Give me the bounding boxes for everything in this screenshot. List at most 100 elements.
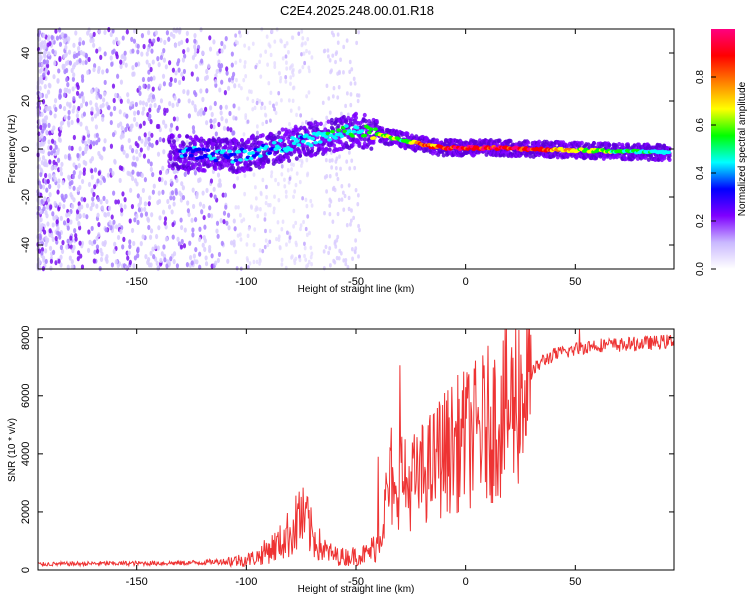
x-tick-label: 50 bbox=[569, 576, 581, 588]
noise-point bbox=[161, 165, 165, 171]
noise-point bbox=[120, 146, 124, 152]
noise-point bbox=[109, 55, 113, 61]
noise-point bbox=[201, 96, 205, 103]
noise-point bbox=[49, 265, 53, 271]
ridge-point bbox=[233, 158, 239, 163]
noise-point bbox=[188, 240, 192, 246]
noise-point bbox=[51, 211, 55, 217]
noise-point bbox=[114, 199, 118, 205]
noise-point bbox=[259, 258, 262, 264]
noise-point bbox=[219, 63, 224, 69]
noise-point bbox=[52, 159, 56, 165]
noise-point bbox=[145, 59, 149, 65]
noise-point bbox=[232, 218, 236, 224]
noise-point bbox=[208, 205, 212, 211]
noise-point bbox=[105, 101, 109, 107]
noise-point bbox=[147, 131, 152, 137]
noise-point bbox=[163, 220, 167, 226]
noise-point bbox=[338, 154, 341, 159]
noise-point bbox=[336, 176, 340, 182]
noise-point bbox=[154, 233, 159, 240]
noise-point bbox=[332, 85, 336, 91]
noise-point bbox=[61, 179, 65, 186]
ridge-point bbox=[276, 146, 282, 150]
ridge-halo-point bbox=[223, 144, 228, 149]
noise-point bbox=[151, 59, 155, 65]
noise-point bbox=[294, 256, 298, 261]
noise-point bbox=[81, 95, 85, 101]
noise-point bbox=[162, 149, 166, 155]
noise-point bbox=[119, 203, 123, 209]
noise-point bbox=[112, 105, 117, 112]
noise-point bbox=[55, 35, 60, 41]
noise-point bbox=[183, 227, 187, 233]
noise-point bbox=[217, 251, 222, 258]
ridge-halo-point bbox=[298, 153, 303, 158]
ridge-halo-point bbox=[198, 164, 203, 170]
noise-point bbox=[149, 166, 153, 173]
noise-point bbox=[103, 51, 107, 57]
noise-point bbox=[309, 255, 313, 260]
noise-point bbox=[40, 79, 44, 85]
noise-point bbox=[225, 66, 229, 72]
noise-point bbox=[346, 112, 350, 117]
noise-point bbox=[59, 262, 63, 268]
noise-point bbox=[38, 42, 42, 48]
noise-point bbox=[52, 74, 56, 80]
noise-point bbox=[67, 155, 71, 161]
ridge-point bbox=[181, 149, 187, 154]
noise-point bbox=[139, 241, 143, 247]
noise-point bbox=[70, 145, 74, 151]
noise-point bbox=[191, 125, 196, 131]
noise-point bbox=[61, 64, 65, 71]
noise-point bbox=[275, 236, 278, 242]
noise-point bbox=[87, 229, 91, 235]
noise-point bbox=[95, 244, 100, 250]
noise-point bbox=[310, 117, 314, 122]
noise-point bbox=[322, 266, 326, 271]
noise-point bbox=[130, 36, 134, 42]
noise-point bbox=[288, 239, 291, 244]
noise-point bbox=[234, 205, 238, 210]
noise-point bbox=[229, 127, 233, 133]
noise-point bbox=[185, 38, 189, 44]
noise-point bbox=[245, 242, 249, 247]
noise-point bbox=[305, 48, 308, 54]
ridge-point bbox=[666, 150, 672, 155]
noise-point bbox=[355, 40, 359, 46]
noise-point bbox=[335, 50, 339, 55]
noise-point bbox=[101, 116, 105, 122]
noise-point bbox=[310, 261, 313, 267]
noise-point bbox=[172, 116, 176, 122]
noise-point bbox=[126, 92, 130, 98]
noise-point bbox=[205, 120, 209, 126]
ridge-halo-point bbox=[292, 148, 297, 153]
ridge-point bbox=[354, 125, 360, 130]
noise-point bbox=[344, 103, 348, 109]
noise-point bbox=[56, 78, 60, 84]
noise-point bbox=[162, 48, 166, 54]
noise-point bbox=[324, 244, 328, 250]
noise-point bbox=[62, 38, 67, 44]
noise-point bbox=[102, 146, 106, 152]
noise-point bbox=[299, 113, 303, 118]
noise-point bbox=[268, 239, 272, 245]
noise-point bbox=[46, 89, 51, 95]
noise-point bbox=[238, 58, 242, 63]
ridge-point bbox=[351, 129, 357, 134]
noise-point bbox=[121, 35, 125, 41]
noise-point bbox=[75, 52, 79, 59]
ridge-halo-point bbox=[362, 141, 367, 146]
noise-point bbox=[64, 60, 69, 66]
noise-point bbox=[74, 232, 78, 239]
noise-point bbox=[86, 247, 91, 254]
noise-point bbox=[167, 36, 171, 42]
noise-point bbox=[58, 94, 62, 100]
noise-point bbox=[224, 204, 228, 210]
noise-point bbox=[256, 213, 260, 219]
noise-point bbox=[284, 189, 288, 195]
noise-point bbox=[266, 242, 270, 248]
noise-point bbox=[48, 228, 52, 234]
ridge-point bbox=[238, 158, 243, 162]
noise-point bbox=[68, 103, 72, 109]
